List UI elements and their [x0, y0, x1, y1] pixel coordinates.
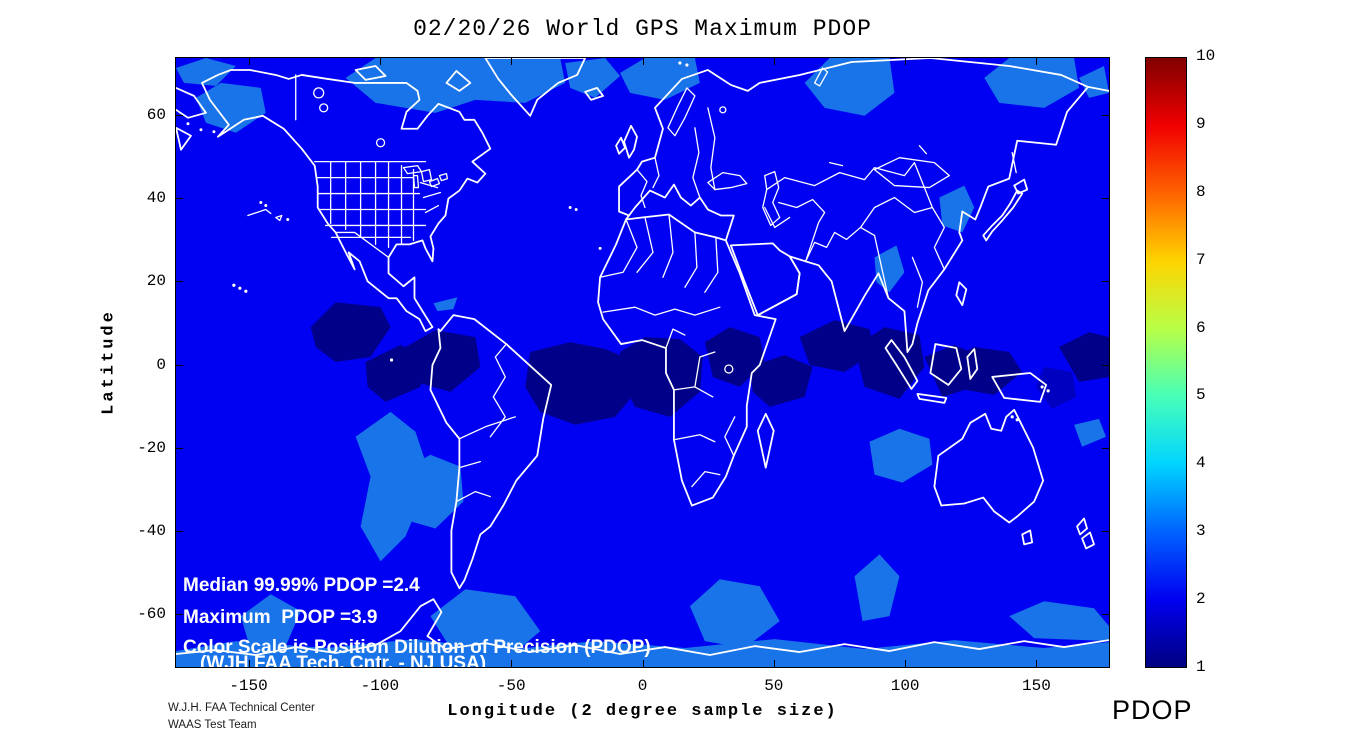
y-tick-label: 20: [146, 272, 166, 291]
x-tick-label: 0: [637, 677, 648, 695]
country-borders: [599, 87, 950, 488]
y-tick-mark: [176, 613, 183, 615]
x-tick-mark: [773, 660, 775, 667]
x-tick-label: 150: [1022, 677, 1051, 695]
y-tick-mark: [1102, 613, 1109, 615]
colorbar-tick-label: 5: [1196, 386, 1206, 405]
overlay-scale-note: Color Scale is Position Dilution of Prec…: [183, 637, 651, 658]
colorbar-tick-label: 6: [1196, 318, 1206, 337]
y-tick-mark: [176, 364, 183, 366]
colorbar-tick-label: 9: [1196, 114, 1206, 133]
credits-block: W.J.H. FAA Technical Center WAAS Test Te…: [168, 700, 315, 734]
x-tick-mark: [248, 58, 250, 65]
colorbar-tick-label: 10: [1196, 47, 1216, 65]
y-tick-label: 60: [146, 106, 166, 125]
x-tick-mark: [905, 660, 907, 667]
y-axis-label: Latitude: [99, 309, 119, 415]
y-tick-mark: [176, 115, 183, 117]
colorbar-label: PDOP: [1112, 695, 1193, 725]
x-tick-mark: [905, 58, 907, 65]
x-tick-label: 50: [764, 677, 784, 695]
x-tick-label: -150: [229, 677, 268, 695]
overlay-median-pdop: Median 99.99% PDOP =2.4: [183, 575, 420, 596]
x-tick-label: -50: [496, 677, 526, 695]
pdop-elevated-patches: [176, 58, 1109, 667]
colorbar-tick-label: 4: [1196, 454, 1206, 473]
x-tick-mark: [1036, 660, 1038, 667]
y-tick-mark: [176, 198, 183, 200]
x-tick-mark: [642, 660, 644, 667]
colorbar-tick-label: 1: [1196, 658, 1206, 676]
y-tick-mark: [1102, 115, 1109, 117]
map-plot-area: Median 99.99% PDOP =2.4 Maximum PDOP =3.…: [175, 57, 1110, 668]
overlay-maximum-pdop: Maximum PDOP =3.9: [183, 607, 378, 628]
colorbar-tick-label: 7: [1196, 250, 1206, 269]
x-tick-mark: [511, 660, 513, 667]
y-tick-mark: [1102, 281, 1109, 283]
x-tick-label: 100: [890, 677, 920, 695]
y-tick-mark: [176, 281, 183, 283]
y-tick-label: -20: [137, 438, 166, 457]
pdop-mid-patches: [1036, 366, 1077, 409]
y-tick-mark: [1102, 364, 1109, 366]
credit-line-1: W.J.H. FAA Technical Center: [168, 702, 315, 714]
y-tick-label: 0: [156, 355, 166, 374]
colorbar: [1145, 57, 1187, 668]
y-tick-mark: [176, 447, 183, 449]
x-tick-mark: [773, 58, 775, 65]
y-tick-mark: [1102, 447, 1109, 449]
us-state-borders: [317, 161, 442, 249]
x-tick-label: -100: [360, 677, 400, 695]
x-axis-label: Longitude (2 degree sample size): [447, 702, 838, 721]
credit-line-2: WAAS Test Team: [168, 719, 257, 731]
x-tick-mark: [248, 660, 250, 667]
colorbar-tick-label: 8: [1196, 182, 1206, 201]
y-tick-label: -40: [137, 521, 166, 540]
small-islands: [186, 61, 1050, 422]
colorbar-tick-label: 3: [1196, 522, 1206, 541]
y-tick-mark: [1102, 530, 1109, 532]
y-tick-label: 40: [146, 189, 166, 208]
y-tick-mark: [176, 530, 183, 532]
x-tick-mark: [379, 58, 381, 65]
overlay-org-note: (WJH FAA Tech. Cntr. - NJ USA): [200, 653, 487, 668]
y-tick-mark: [1102, 198, 1109, 200]
x-tick-mark: [1036, 58, 1038, 65]
x-tick-mark: [511, 58, 513, 65]
chart-title: 02/20/26 World GPS Maximum PDOP: [413, 16, 872, 42]
colorbar-tick-label: 2: [1196, 590, 1206, 609]
lakes: [313, 87, 928, 374]
x-tick-mark: [642, 58, 644, 65]
world-map: [176, 58, 1109, 667]
pdop-low-patches: [310, 302, 1109, 425]
x-tick-mark: [379, 660, 381, 667]
y-tick-label: -60: [137, 604, 166, 623]
